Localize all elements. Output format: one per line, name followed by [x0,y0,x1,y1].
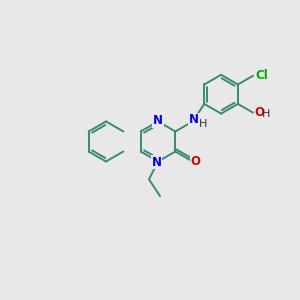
Text: Cl: Cl [255,69,268,82]
Text: N: N [188,113,199,126]
Text: N: N [153,114,163,127]
Text: O: O [255,106,265,119]
Text: H: H [199,119,207,129]
Text: H: H [262,109,271,119]
Text: O: O [191,154,201,167]
Text: N: N [152,156,161,169]
